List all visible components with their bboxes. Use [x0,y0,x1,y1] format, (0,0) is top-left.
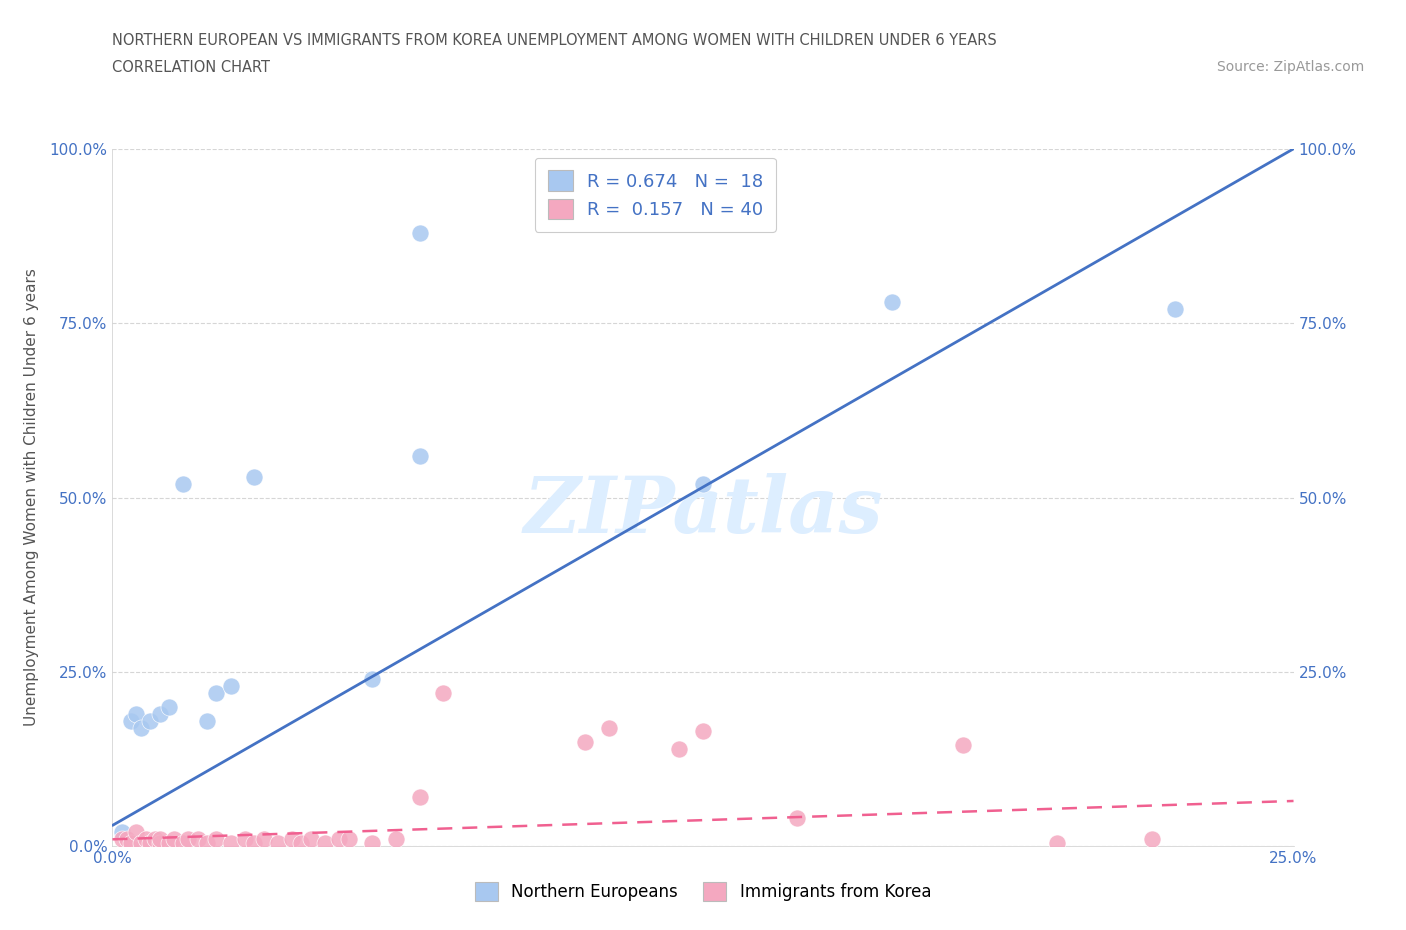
Point [172,835,194,850]
Point [1164,301,1187,316]
Point [172,476,194,491]
Point [267,835,290,850]
Point [195,835,218,850]
Point [205,685,228,700]
Point [952,737,974,752]
Point [120,835,142,850]
Point [598,721,620,736]
Point [157,699,180,714]
Point [125,825,148,840]
Point [408,790,430,805]
Point [129,835,152,850]
Point [385,832,408,847]
Point [163,832,186,847]
Point [299,832,322,847]
Point [337,832,360,847]
Point [111,832,134,847]
Y-axis label: Unemployment Among Women with Children Under 6 years: Unemployment Among Women with Children U… [24,269,38,726]
Point [219,679,242,694]
Point [243,835,266,850]
Point [692,724,714,738]
Point [361,671,384,686]
Point [195,713,218,728]
Point [290,835,312,850]
Point [111,825,134,840]
Point [177,832,200,847]
Point [314,835,336,850]
Legend: Northern Europeans, Immigrants from Korea: Northern Europeans, Immigrants from Kore… [468,875,938,908]
Point [243,470,266,485]
Point [692,476,714,491]
Point [253,832,276,847]
Point [139,835,162,850]
Point [129,721,152,736]
Point [186,832,208,847]
Point [135,832,157,847]
Point [149,832,172,847]
Point [432,685,454,700]
Point [219,835,242,850]
Point [120,713,142,728]
Point [143,832,166,847]
Point [408,448,430,463]
Point [408,225,430,240]
Point [115,832,138,847]
Point [786,811,808,826]
Point [361,835,384,850]
Point [157,835,180,850]
Point [149,707,172,722]
Point [139,713,162,728]
Point [328,832,350,847]
Point [125,707,148,722]
Text: NORTHERN EUROPEAN VS IMMIGRANTS FROM KOREA UNEMPLOYMENT AMONG WOMEN WITH CHILDRE: NORTHERN EUROPEAN VS IMMIGRANTS FROM KOR… [112,33,997,47]
Point [149,835,172,850]
Point [574,735,596,750]
Point [205,832,228,847]
Point [233,832,256,847]
Point [668,741,690,756]
Point [281,832,304,847]
Text: CORRELATION CHART: CORRELATION CHART [112,60,270,75]
Point [880,295,903,310]
Text: Source: ZipAtlas.com: Source: ZipAtlas.com [1216,60,1364,74]
Point [1046,835,1069,850]
Text: ZIPatlas: ZIPatlas [523,473,883,550]
Point [1140,832,1163,847]
